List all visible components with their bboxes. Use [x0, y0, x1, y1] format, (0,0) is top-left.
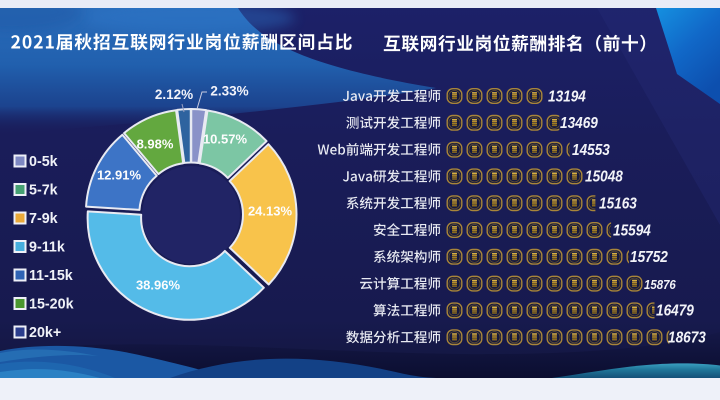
svg-text:13194: 13194 — [548, 89, 586, 106]
svg-text:12.91%: 12.91% — [97, 168, 142, 183]
svg-text:0-5k: 0-5k — [29, 154, 58, 170]
svg-text:9-11k: 9-11k — [29, 240, 65, 256]
svg-text:2.12%: 2.12% — [155, 87, 193, 102]
svg-text:15594: 15594 — [613, 223, 651, 240]
svg-text:38.96%: 38.96% — [136, 278, 181, 293]
svg-text:11-15k: 11-15k — [29, 268, 73, 284]
svg-text:14553: 14553 — [572, 142, 610, 159]
svg-text:13469: 13469 — [560, 115, 599, 132]
svg-text:15048: 15048 — [585, 169, 624, 186]
svg-text:15752: 15752 — [630, 249, 668, 266]
svg-text:2.33%: 2.33% — [210, 84, 248, 99]
svg-text:5-7k: 5-7k — [29, 183, 58, 199]
svg-text:15-20k: 15-20k — [29, 297, 74, 313]
svg-text:8.98%: 8.98% — [137, 137, 174, 152]
svg-text:18673: 18673 — [668, 330, 706, 347]
svg-text:20k+: 20k+ — [29, 325, 61, 341]
svg-text:16479: 16479 — [656, 303, 695, 320]
svg-text:10.57%: 10.57% — [203, 132, 248, 147]
svg-text:7-9k: 7-9k — [29, 211, 58, 227]
svg-text:15876: 15876 — [644, 277, 676, 292]
svg-text:15163: 15163 — [599, 196, 637, 213]
svg-text:24.13%: 24.13% — [248, 204, 293, 219]
